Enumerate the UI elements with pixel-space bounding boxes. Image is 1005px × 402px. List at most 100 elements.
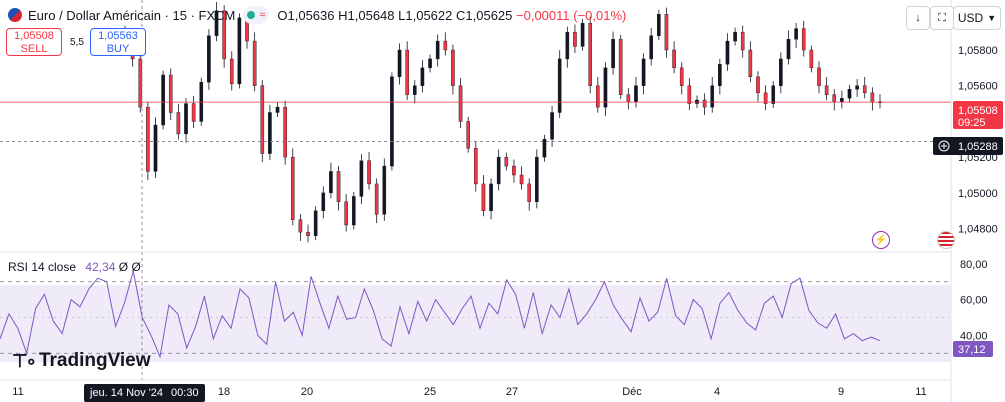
candle [412, 80, 417, 104]
candle [634, 76, 638, 108]
tradingview-logo[interactable]: ⊤∘ TradingView [12, 350, 151, 372]
candle-body [260, 85, 265, 154]
rsi-band [0, 285, 951, 362]
candle [405, 41, 409, 101]
candle [527, 178, 531, 211]
candle [504, 152, 509, 171]
candle-body [504, 156, 509, 167]
candle [252, 32, 257, 92]
candle [489, 178, 493, 220]
candle-body [176, 112, 181, 135]
candle [367, 151, 371, 190]
candle [618, 34, 623, 100]
candle [466, 116, 470, 153]
market-status-pill[interactable]: ≈ [243, 6, 270, 24]
last-price-badge: 1,05508 09:25 [953, 101, 1003, 129]
candle-body [313, 210, 318, 236]
candle-body [306, 231, 310, 236]
currency-select[interactable]: USD ▼ [953, 6, 1001, 30]
time-tick-label: 11 [915, 386, 926, 398]
buy-button[interactable]: 1,05563 BUY [90, 28, 146, 56]
candle [748, 41, 753, 83]
candle-body [733, 31, 737, 42]
rsi-band-lines [0, 281, 951, 354]
us-flag-icon[interactable] [937, 231, 955, 249]
candle [496, 149, 501, 191]
fullscreen-icon: ⛶ [938, 11, 946, 24]
candle [664, 7, 669, 58]
candle-body [824, 85, 829, 95]
sell-price: 1,05508 [14, 30, 54, 42]
sell-button[interactable]: 1,05508 SELL [6, 28, 62, 56]
ohlc-values: O1,05636 H1,05648 L1,05622 C1,05625 −0,0… [277, 8, 626, 23]
change-value: −0,00011 (−0,01%) [516, 7, 627, 23]
candle [870, 87, 875, 111]
candle [809, 45, 814, 73]
candle-body [535, 156, 539, 202]
candle [740, 25, 745, 58]
candle [596, 76, 600, 113]
candle-body [214, 10, 219, 36]
rsi-label: RSI 14 close [8, 260, 77, 274]
candle [451, 44, 455, 95]
candle [382, 158, 387, 221]
candle-body [847, 89, 852, 99]
candle-body [496, 156, 501, 185]
candle [672, 41, 676, 74]
logo-text: TradingView [38, 350, 151, 371]
candle [550, 105, 554, 147]
candle [420, 60, 425, 93]
currency-label: USD [957, 11, 984, 25]
fullscreen-button[interactable]: ⛶ [930, 6, 954, 30]
candle-body [512, 165, 516, 176]
candle [481, 175, 486, 217]
candle-body [596, 85, 600, 108]
candle-body [458, 85, 463, 122]
candle-body [657, 14, 661, 36]
candle-body [390, 76, 394, 167]
candle-body [756, 76, 760, 94]
candle [626, 88, 631, 110]
candle [801, 20, 806, 57]
candle-body [229, 58, 234, 85]
candle-body [474, 148, 478, 185]
candle-body [542, 139, 547, 158]
scroll-down-button[interactable]: ↓ [906, 6, 930, 30]
candle [725, 33, 730, 71]
rsi-legend[interactable]: RSI 14 close 42,34 Ø Ø [8, 260, 141, 274]
candle [687, 78, 692, 111]
crosshair-date: jeu. 14 Nov '24 [90, 387, 164, 399]
candle [840, 90, 844, 109]
candle [794, 23, 798, 49]
candle [603, 62, 608, 116]
candle [283, 100, 287, 165]
candle [573, 24, 577, 54]
symbol-title[interactable]: Euro / Dollar Américain · 15 · FXCM [28, 7, 236, 23]
time-tick-label: 25 [424, 386, 436, 398]
rsi-current-badge: 37,12 [953, 341, 993, 357]
candle-body [466, 121, 470, 149]
candle [237, 13, 242, 89]
buy-price: 1,05563 [98, 30, 138, 42]
rsi-tick-label: 40,00 [960, 330, 988, 342]
candle [191, 95, 196, 129]
candle [298, 214, 303, 241]
candle-body [481, 183, 486, 211]
lightning-icon[interactable]: ⚡ [872, 231, 890, 249]
time-tick-label: 4 [714, 386, 720, 398]
candle [260, 80, 265, 163]
candle [359, 154, 364, 205]
candle-body [588, 23, 593, 86]
candle-body [336, 171, 341, 202]
candle-body [817, 67, 821, 86]
candle-body [420, 67, 425, 86]
candle-body [290, 156, 295, 220]
candle [535, 149, 539, 209]
candle-body [329, 171, 333, 194]
buy-label: BUY [106, 43, 130, 55]
candle-body [779, 58, 783, 86]
price-tick-label: 1,05200 [958, 152, 998, 164]
rsi-axis: 40,00 60,00 80,00 [960, 259, 988, 342]
candle [855, 79, 859, 97]
